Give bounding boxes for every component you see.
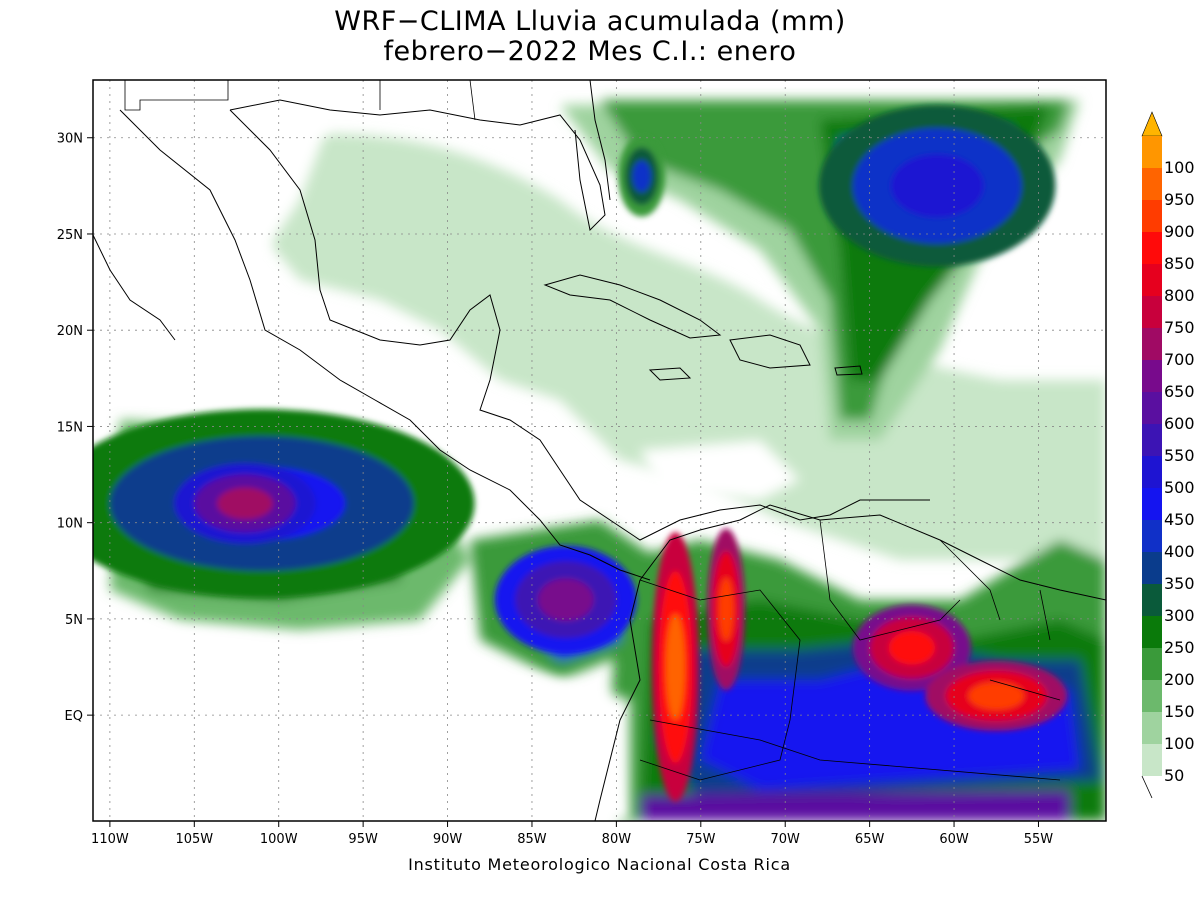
colorbar-swatch xyxy=(1142,520,1162,552)
map-title-line-2: febrero−2022 Mes C.I.: enero xyxy=(383,36,797,67)
colorbar-swatch xyxy=(1142,136,1162,168)
colorbar-swatch xyxy=(1142,488,1162,520)
colorbar-label: 750 xyxy=(1164,318,1195,337)
graticule xyxy=(87,80,1106,827)
colorbar-label: 350 xyxy=(1164,574,1195,593)
colorbar-swatch xyxy=(1142,712,1162,744)
colorbar-swatch xyxy=(1142,424,1162,456)
colorbar-swatch xyxy=(1142,360,1162,392)
colorbar-swatch xyxy=(1142,680,1162,712)
latitude-label: EQ xyxy=(65,709,83,724)
colorbar-swatch xyxy=(1142,328,1162,360)
longitude-label: 110W xyxy=(91,832,129,847)
colorbar-label: 100 xyxy=(1164,158,1195,177)
rain-cell-core xyxy=(968,682,1025,710)
puerto-rico xyxy=(834,365,863,376)
florida-atlantic-coast xyxy=(589,79,611,201)
colorbar-label: 950 xyxy=(1164,190,1195,209)
colorbar-label: 500 xyxy=(1164,478,1195,497)
colorbar-swatch xyxy=(1142,584,1162,616)
colorbar: 50 100 150 200 250 300 350 400 450 500 550 600 650 70… xyxy=(1141,111,1195,799)
rain-cell-core xyxy=(217,487,273,520)
colorbar-label: 300 xyxy=(1164,606,1195,625)
country-borders xyxy=(124,79,1061,781)
south-america-north-coast xyxy=(639,504,1107,601)
cuba xyxy=(543,274,722,339)
colorbar-bottom-arrow xyxy=(1141,775,1153,799)
rain-cell-core xyxy=(666,614,685,720)
colorbar-swatch xyxy=(1142,616,1162,648)
latitude-tick-labels: 30N 25N 20N 15N 10N 5N EQ xyxy=(57,132,83,724)
colorbar-label: 700 xyxy=(1164,350,1195,369)
longitude-label: 85W xyxy=(517,832,547,847)
colorbar-swatch xyxy=(1142,552,1162,584)
latitude-label: 30N xyxy=(57,132,83,147)
colorbar-label: 800 xyxy=(1164,286,1195,305)
hispaniola xyxy=(729,334,811,369)
longitude-label: 90W xyxy=(433,832,463,847)
colorbar-label: 650 xyxy=(1164,382,1195,401)
map-frame xyxy=(92,79,1107,822)
latitude-label: 15N xyxy=(57,420,83,435)
latitude-label: 10N xyxy=(57,517,83,532)
colorbar-label: 400 xyxy=(1164,542,1195,561)
colorbar-swatch xyxy=(1142,296,1162,328)
dry-regions xyxy=(93,80,1106,821)
map-title-line-1: WRF−CLIMA Lluvia acumulada (mm) xyxy=(334,6,846,37)
colorbar-label: 100 xyxy=(1164,734,1195,753)
longitude-label: 55W xyxy=(1024,832,1054,847)
south-america-pacific-coast xyxy=(594,579,641,822)
rainfall-field xyxy=(93,80,1106,821)
rain-cell-core xyxy=(718,577,734,642)
longitude-label: 75W xyxy=(686,832,716,847)
latitude-label: 5N xyxy=(65,613,83,628)
colorbar-swatch xyxy=(1142,456,1162,488)
colorbar-label: 50 xyxy=(1164,766,1184,785)
longitude-label: 100W xyxy=(260,832,298,847)
rain-cell-core xyxy=(537,578,594,621)
colorbar-label: 250 xyxy=(1164,638,1195,657)
us-gulf-coast xyxy=(229,99,606,232)
latitude-label: 20N xyxy=(57,324,83,339)
longitude-label: 95W xyxy=(348,832,378,847)
coastlines xyxy=(92,79,1107,822)
colorbar-swatch xyxy=(1142,392,1162,424)
intense-rain-cells xyxy=(93,105,1068,802)
footer-credit: Instituto Meteorologico Nacional Costa R… xyxy=(408,855,791,874)
colorbar-label: 450 xyxy=(1164,510,1195,529)
colorbar-top-arrow xyxy=(1141,111,1163,137)
jamaica xyxy=(648,367,692,381)
colorbar-swatch xyxy=(1142,200,1162,232)
colorbar-swatch xyxy=(1142,648,1162,680)
longitude-label: 105W xyxy=(175,832,213,847)
colorbar-label: 850 xyxy=(1164,254,1195,273)
baja-california xyxy=(92,234,176,341)
colorbar-label: 600 xyxy=(1164,414,1195,433)
rain-cell-core xyxy=(632,160,651,193)
colorbar-swatch xyxy=(1142,168,1162,200)
colorbar-swatch xyxy=(1142,744,1162,776)
longitude-label: 70W xyxy=(771,832,801,847)
colorbar-swatch xyxy=(1142,232,1162,264)
colorbar-label: 150 xyxy=(1164,702,1195,721)
colorbar-label: 200 xyxy=(1164,670,1195,689)
longitude-tick-labels: 110W 105W 100W 95W 90W 85W 80W 75W 70W 65W 60W 55W xyxy=(91,832,1053,847)
mexico-pacific-coast xyxy=(119,109,651,581)
rain-cell-core xyxy=(890,154,984,218)
colorbar-swatch xyxy=(1142,264,1162,296)
gulf-of-mexico-coast xyxy=(229,109,930,541)
rain-cell-core xyxy=(888,630,936,665)
colorbar-label: 900 xyxy=(1164,222,1195,241)
latitude-label: 25N xyxy=(57,228,83,243)
colorbar-label: 550 xyxy=(1164,446,1195,465)
longitude-label: 60W xyxy=(939,832,969,847)
longitude-label: 65W xyxy=(855,832,885,847)
longitude-label: 80W xyxy=(602,832,632,847)
